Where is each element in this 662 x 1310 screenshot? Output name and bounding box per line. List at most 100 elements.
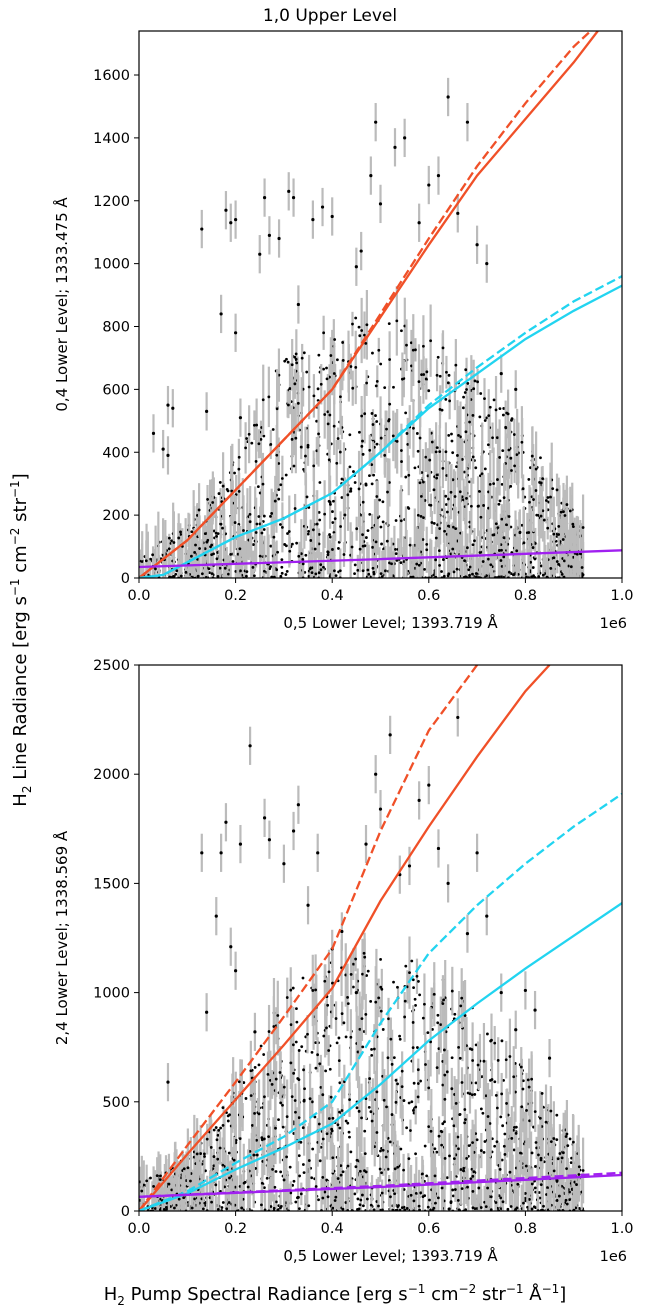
- data-point: [323, 513, 326, 516]
- data-point: [444, 1157, 447, 1160]
- y-tick-label: 400: [102, 445, 130, 461]
- x-axis-label: 0,5 Lower Level; 1393.719 Å: [283, 613, 498, 632]
- data-point: [379, 808, 382, 811]
- data-point: [383, 386, 386, 389]
- shared-x-label-sub: 2: [117, 1294, 125, 1308]
- data-point: [220, 851, 223, 854]
- data-point: [193, 551, 196, 554]
- shared-y-label-part: Line Radiance [erg s: [10, 596, 31, 785]
- data-point: [414, 1106, 417, 1109]
- x-tick-label: 0.2: [224, 1221, 247, 1237]
- data-point: [381, 500, 384, 503]
- data-point: [437, 174, 440, 177]
- data-point: [362, 453, 365, 456]
- data-point: [215, 535, 218, 538]
- shared-x-label-sup: −1: [542, 1282, 560, 1296]
- data-point: [331, 548, 334, 551]
- data-point: [436, 1021, 439, 1024]
- y-tick-label: 800: [102, 320, 130, 336]
- data-point: [451, 548, 454, 551]
- data-point: [178, 1198, 181, 1201]
- data-point: [295, 1007, 298, 1010]
- data-point: [152, 1185, 155, 1188]
- data-point: [276, 551, 279, 554]
- plot-area: [138, 665, 622, 1248]
- data-point: [513, 1126, 516, 1129]
- x-tick-label: 1.0: [610, 1221, 633, 1237]
- data-point: [250, 1094, 253, 1097]
- data-point: [385, 428, 388, 431]
- data-point: [170, 539, 173, 542]
- data-point: [540, 515, 543, 518]
- data-point: [522, 1202, 525, 1205]
- data-point: [374, 414, 377, 417]
- data-point: [279, 1101, 282, 1104]
- data-point: [274, 500, 277, 503]
- data-point: [474, 380, 477, 383]
- data-point: [427, 1086, 430, 1089]
- data-point: [331, 215, 334, 218]
- data-point: [339, 395, 342, 398]
- y-tick-label: 0: [121, 1204, 130, 1220]
- data-point: [322, 331, 325, 334]
- data-point: [549, 1110, 552, 1113]
- data-point: [335, 462, 338, 465]
- data-point: [371, 546, 374, 549]
- data-point: [367, 970, 370, 973]
- data-point: [572, 1141, 575, 1144]
- data-point: [498, 503, 501, 506]
- data-point: [528, 501, 531, 504]
- data-point: [447, 434, 450, 437]
- shared-x-label: H2 Pump Spectral Radiance [erg s−1 cm−2 …: [104, 1282, 567, 1308]
- y-axis-label: 0,4 Lower Level; 1333.475 Å: [52, 197, 71, 412]
- y-tick-label: 1000: [93, 986, 130, 1002]
- data-point: [254, 1066, 257, 1069]
- data-point: [364, 1152, 367, 1155]
- data-point: [451, 1056, 454, 1059]
- data-point: [300, 1045, 303, 1048]
- data-point: [375, 1090, 378, 1093]
- data-point: [489, 1040, 492, 1043]
- data-point: [457, 1147, 460, 1150]
- figure-title: 1,0 Upper Level: [263, 6, 397, 26]
- data-point: [387, 1017, 390, 1020]
- data-point: [303, 1087, 306, 1090]
- data-point: [555, 1138, 558, 1141]
- data-point: [388, 322, 391, 325]
- data-point: [390, 562, 393, 565]
- data-point: [238, 1080, 241, 1083]
- data-point: [492, 482, 495, 485]
- data-point: [379, 986, 382, 989]
- data-point: [374, 1001, 377, 1004]
- data-point: [457, 1046, 460, 1049]
- data-point: [372, 567, 375, 570]
- data-point: [275, 1170, 278, 1173]
- data-point: [514, 1028, 517, 1031]
- data-point: [367, 529, 370, 532]
- data-point: [435, 477, 438, 480]
- data-point: [453, 570, 456, 573]
- data-point: [466, 382, 469, 385]
- data-point: [166, 1081, 169, 1084]
- data-point: [277, 488, 280, 491]
- data-point: [292, 1043, 295, 1046]
- data-point: [314, 989, 317, 992]
- data-point: [389, 733, 392, 736]
- data-point: [322, 1035, 325, 1038]
- data-point: [499, 1196, 502, 1199]
- data-point: [566, 503, 569, 506]
- data-point: [389, 1038, 392, 1041]
- data-point: [379, 202, 382, 205]
- data-point: [352, 470, 355, 473]
- data-point: [360, 249, 363, 252]
- data-point: [485, 915, 488, 918]
- data-point: [415, 563, 418, 566]
- data-point: [509, 485, 512, 488]
- data-point: [490, 1195, 493, 1198]
- data-point: [159, 1174, 162, 1177]
- data-point: [438, 564, 441, 567]
- data-point: [392, 981, 395, 984]
- data-point: [318, 1062, 321, 1065]
- data-point: [475, 572, 478, 575]
- data-point: [330, 1096, 333, 1099]
